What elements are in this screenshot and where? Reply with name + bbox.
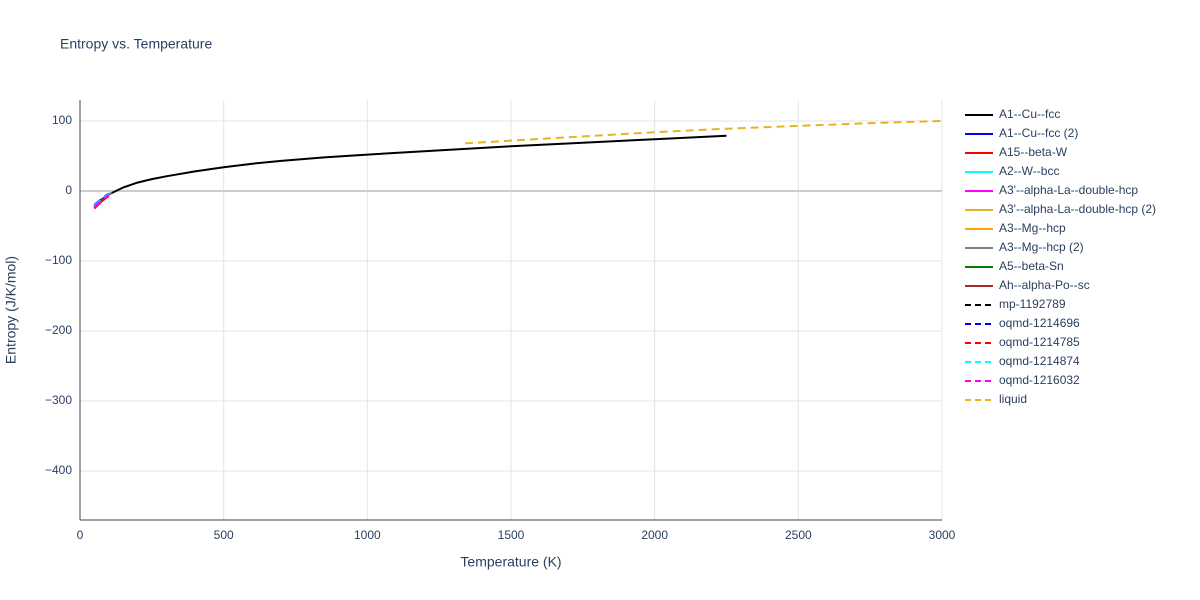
legend-label: A3'--alpha-La--double-hcp (2) — [999, 202, 1156, 216]
chart-title: Entropy vs. Temperature — [60, 36, 212, 52]
legend-label: mp-1192789 — [999, 297, 1066, 311]
x-tick-label: 3000 — [929, 528, 956, 542]
legend-label: oqmd-1216032 — [999, 373, 1080, 387]
x-tick-label: 1000 — [354, 528, 381, 542]
x-axis-title: Temperature (K) — [460, 554, 561, 570]
x-tick-label: 500 — [214, 528, 234, 542]
legend-label: A3--Mg--hcp — [999, 221, 1066, 235]
legend-label: A15--beta-W — [999, 145, 1068, 159]
legend-label: oqmd-1214696 — [999, 316, 1080, 330]
legend-label: A1--Cu--fcc (2) — [999, 126, 1078, 140]
y-tick-label: −400 — [45, 463, 72, 477]
legend-label: A5--beta-Sn — [999, 259, 1064, 273]
series-line — [108, 134, 727, 196]
series-line — [93, 194, 110, 208]
legend-label: oqmd-1214874 — [999, 354, 1080, 368]
legend-label: A1--Cu--fcc — [999, 107, 1060, 121]
legend-label: liquid — [999, 392, 1027, 406]
legend-label: oqmd-1214785 — [999, 335, 1080, 349]
series-line — [464, 120, 943, 145]
legend-label: A3'--alpha-La--double-hcp — [999, 183, 1138, 197]
x-tick-label: 1500 — [498, 528, 525, 542]
y-tick-label: −100 — [45, 253, 72, 267]
x-tick-label: 0 — [77, 528, 84, 542]
y-tick-label: −200 — [45, 323, 72, 337]
y-tick-label: 100 — [52, 113, 72, 127]
legend-label: A3--Mg--hcp (2) — [999, 240, 1084, 254]
y-axis-title: Entropy (J/K/mol) — [3, 256, 19, 364]
x-tick-label: 2000 — [641, 528, 668, 542]
x-tick-label: 2500 — [785, 528, 812, 542]
legend-label: A2--W--bcc — [999, 164, 1059, 178]
legend-label: Ah--alpha-Po--sc — [999, 278, 1090, 292]
y-tick-label: −300 — [45, 393, 72, 407]
y-tick-label: 0 — [65, 183, 72, 197]
